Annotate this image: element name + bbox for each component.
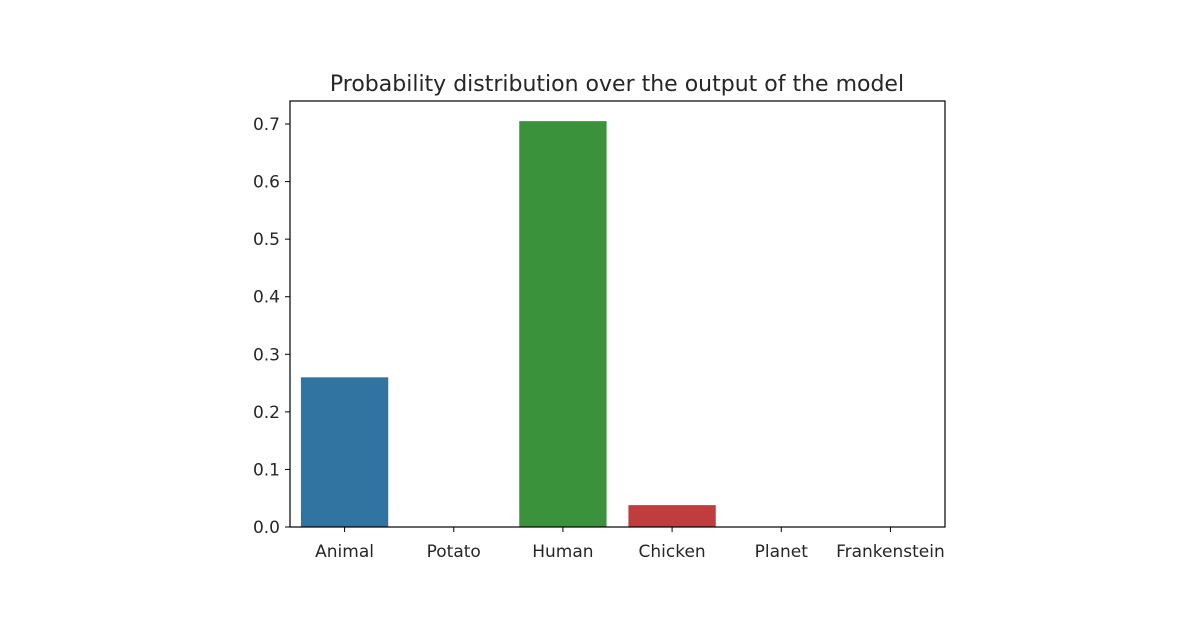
- x-axis: Animal Potato Human Chicken Planet Frankenste…: [315, 527, 945, 562]
- x-tick-label: Frankenstein: [836, 542, 945, 562]
- y-tick-label: 0.2: [253, 403, 280, 423]
- x-tick-label: Animal: [315, 542, 374, 562]
- bar-human: [519, 121, 607, 528]
- y-tick-label: 0.5: [253, 230, 280, 250]
- y-tick-label: 0.3: [253, 345, 280, 365]
- y-tick-label: 0.4: [253, 288, 280, 308]
- bars-layer: [300, 121, 716, 528]
- x-tick-label: Planet: [755, 542, 809, 562]
- y-tick-label: 0.7: [253, 115, 280, 135]
- axes-layer: [289, 100, 946, 528]
- y-tick-label: 0.1: [253, 460, 280, 480]
- x-tick-label: Chicken: [638, 542, 705, 562]
- y-axis: 0.0 0.1 0.2 0.3 0.4 0.5 0.6 0.7: [253, 115, 290, 538]
- bar-chicken: [628, 505, 716, 527]
- plot-frame: [289, 100, 946, 528]
- y-tick-label: 0.0: [253, 518, 280, 538]
- y-tick-label: 0.6: [253, 173, 280, 193]
- x-tick-label: Human: [532, 542, 593, 562]
- chart-title: Probability distribution over the output…: [330, 72, 904, 97]
- x-tick-label: Potato: [427, 542, 481, 562]
- bar-animal: [300, 377, 389, 527]
